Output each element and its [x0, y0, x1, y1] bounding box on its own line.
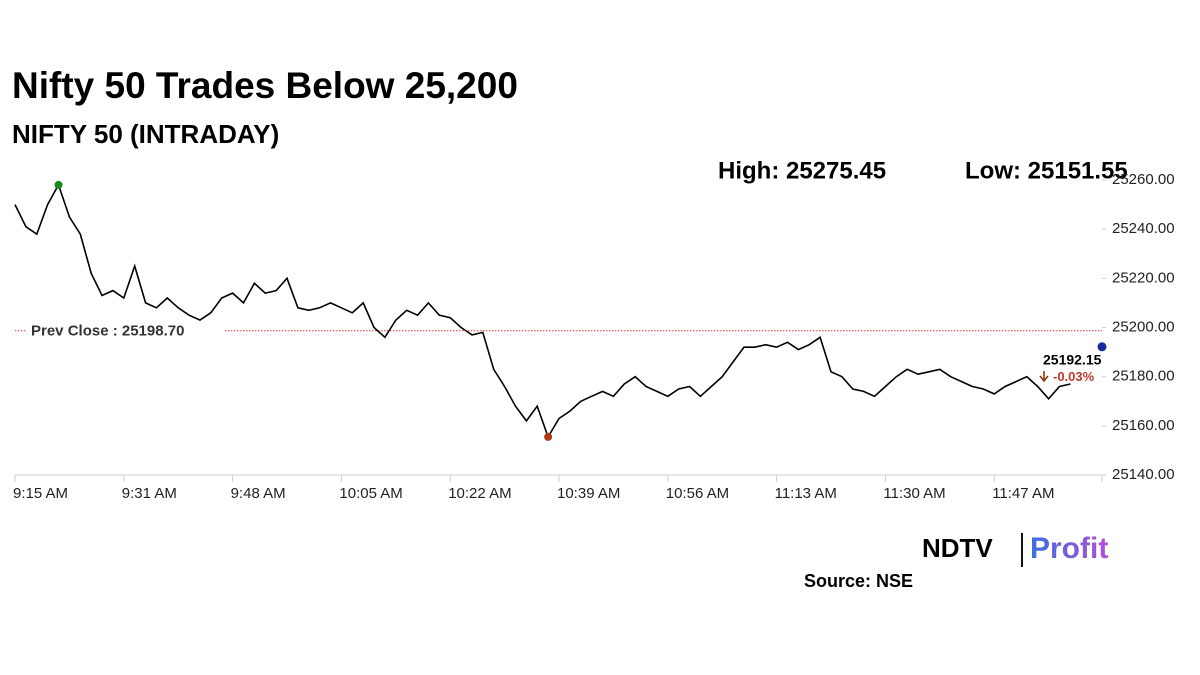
y-tick-label: 25160.00: [1112, 417, 1175, 434]
x-tick-label: 11:30 AM: [883, 485, 945, 502]
chart-subtitle: NIFTY 50 (INTRADAY): [12, 119, 279, 149]
last-marker: [1097, 342, 1107, 352]
x-tick-label: 11:47 AM: [992, 485, 1054, 502]
y-tick-label: 25200.00: [1112, 318, 1175, 335]
y-tick-label: 25180.00: [1112, 368, 1175, 385]
x-tick-label: 11:13 AM: [775, 485, 837, 502]
chart-title: Nifty 50 Trades Below 25,200: [12, 65, 518, 106]
down-arrow: [1039, 371, 1049, 383]
prev-close-label: Prev Close : 25198.70: [31, 323, 184, 340]
y-tick-label: 25240.00: [1112, 220, 1175, 237]
x-tick-label: 10:39 AM: [557, 485, 620, 502]
x-tick-label: 9:48 AM: [231, 485, 286, 502]
x-tick-label: 10:56 AM: [666, 485, 729, 502]
logo-left: NDTV: [922, 533, 993, 563]
high-label: High: 25275.45: [718, 157, 886, 184]
low-label: Low: 25151.55: [965, 157, 1128, 184]
high-marker: [54, 180, 63, 189]
change-label: -0.03%: [1053, 369, 1095, 384]
low-marker: [544, 432, 553, 441]
x-tick-label: 10:22 AM: [448, 485, 511, 502]
y-tick-label: 25140.00: [1112, 466, 1175, 483]
x-tick-label: 10:05 AM: [339, 485, 402, 502]
prev-close-bg: [26, 320, 224, 341]
price-line: [14, 182, 1071, 439]
y-tick-label: 25260.00: [1112, 171, 1175, 188]
x-tick-label: 9:15 AM: [13, 485, 68, 502]
last-value: 25192.15: [1043, 352, 1102, 368]
y-tick-label: 25220.00: [1112, 269, 1175, 286]
logo-right: Profit: [1030, 532, 1108, 565]
source: Source: NSE: [804, 571, 913, 591]
x-tick-label: 9:31 AM: [122, 485, 177, 502]
